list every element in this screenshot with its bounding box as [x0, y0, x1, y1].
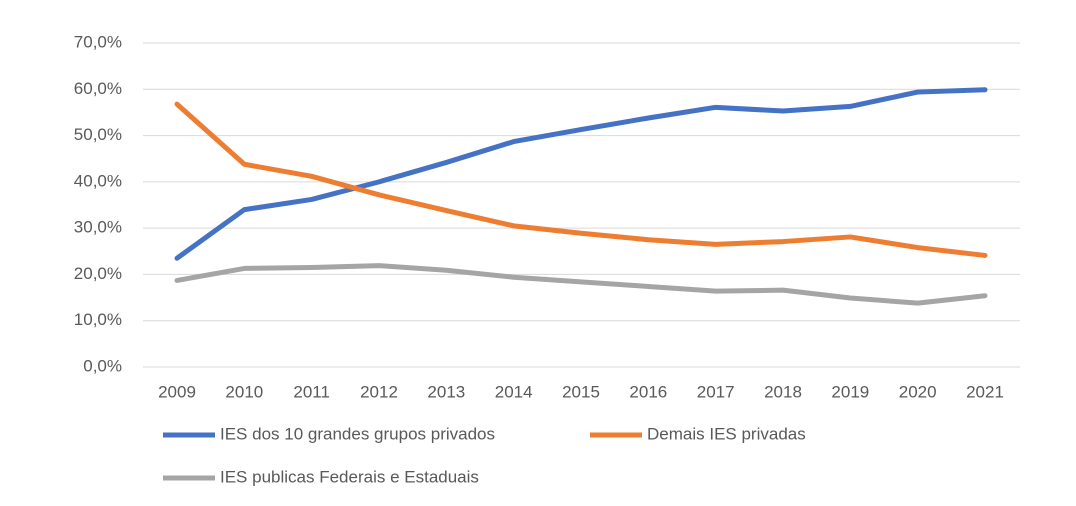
y-tick-label: 30,0% [74, 218, 122, 237]
x-tick-label: 2016 [629, 382, 667, 401]
x-tick-label: 2015 [562, 382, 600, 401]
y-tick-label: 10,0% [74, 310, 122, 329]
x-tick-label: 2014 [495, 382, 533, 401]
x-tick-label: 2018 [764, 382, 802, 401]
legend-label: IES publicas Federais e Estaduais [220, 467, 479, 486]
y-tick-label: 20,0% [74, 264, 122, 283]
x-tick-label: 2010 [225, 382, 263, 401]
y-tick-label: 40,0% [74, 171, 122, 190]
x-tick-label: 2012 [360, 382, 398, 401]
y-tick-label: 70,0% [74, 32, 122, 51]
series-line [174, 263, 988, 306]
y-tick-label: 0,0% [83, 356, 122, 375]
x-tick-label: 2009 [158, 382, 196, 401]
x-tick-label: 2020 [899, 382, 937, 401]
y-tick-label: 60,0% [74, 79, 122, 98]
x-tick-label: 2019 [831, 382, 869, 401]
legend-label: IES dos 10 grandes grupos privados [220, 424, 495, 443]
x-tick-label: 2017 [697, 382, 735, 401]
series-line [174, 87, 988, 261]
x-tick-label: 2013 [427, 382, 465, 401]
y-tick-label: 50,0% [74, 125, 122, 144]
legend-label: Demais IES privadas [647, 424, 806, 443]
series-line [174, 101, 988, 258]
x-tick-label: 2011 [293, 382, 330, 401]
x-tick-label: 2021 [966, 382, 1004, 401]
